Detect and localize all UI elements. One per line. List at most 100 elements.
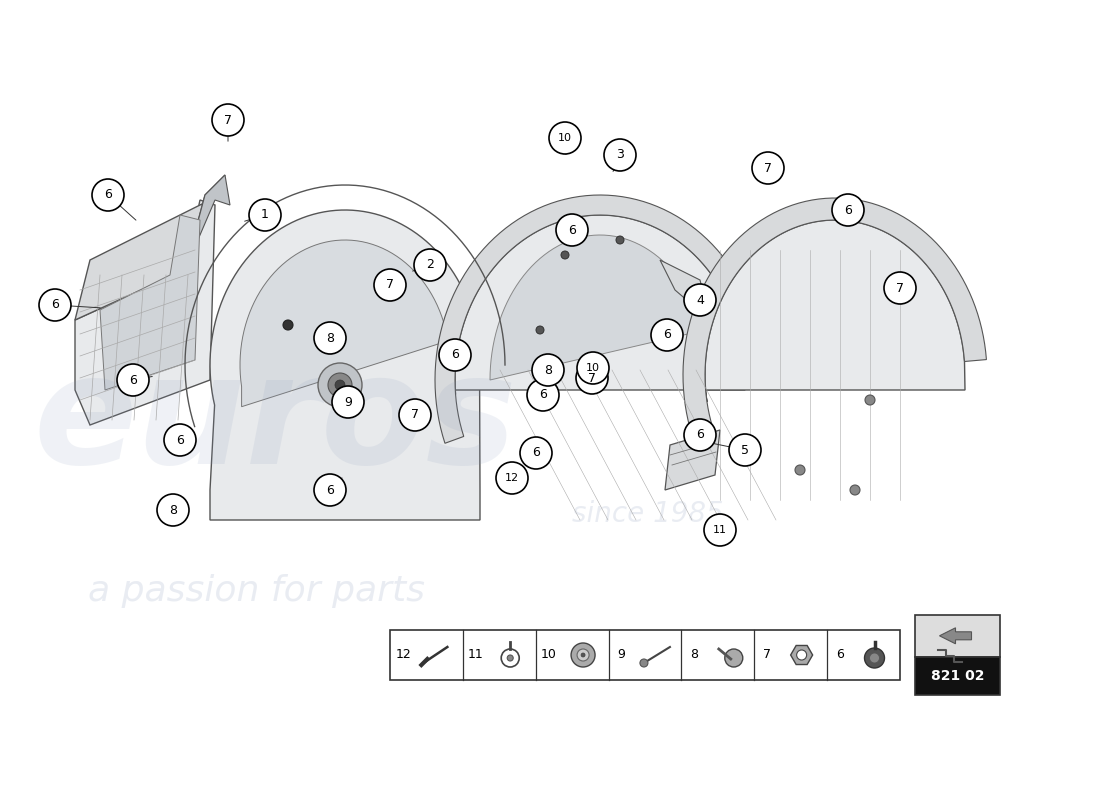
Text: 6: 6 bbox=[663, 329, 671, 342]
Text: 7: 7 bbox=[224, 114, 232, 126]
Text: 8: 8 bbox=[169, 503, 177, 517]
Text: 6: 6 bbox=[451, 349, 459, 362]
Text: 1: 1 bbox=[261, 209, 268, 222]
Text: 7: 7 bbox=[763, 649, 771, 662]
Text: 6: 6 bbox=[844, 203, 851, 217]
Circle shape bbox=[865, 395, 874, 405]
Polygon shape bbox=[210, 210, 480, 520]
Polygon shape bbox=[791, 646, 813, 665]
Circle shape bbox=[576, 362, 608, 394]
Text: 7: 7 bbox=[896, 282, 904, 294]
Polygon shape bbox=[75, 175, 226, 320]
Text: 8: 8 bbox=[326, 331, 334, 345]
Text: 12: 12 bbox=[505, 473, 519, 483]
Circle shape bbox=[507, 655, 514, 661]
Circle shape bbox=[616, 236, 624, 244]
Bar bbox=[915, 615, 1000, 657]
Text: 6: 6 bbox=[836, 649, 844, 662]
Circle shape bbox=[752, 152, 784, 184]
Circle shape bbox=[502, 649, 519, 667]
Text: 10: 10 bbox=[558, 133, 572, 143]
Polygon shape bbox=[683, 198, 987, 450]
Circle shape bbox=[332, 386, 364, 418]
Circle shape bbox=[884, 272, 916, 304]
Polygon shape bbox=[660, 260, 710, 320]
Circle shape bbox=[314, 474, 346, 506]
Circle shape bbox=[283, 320, 293, 330]
Circle shape bbox=[249, 199, 280, 231]
Text: 6: 6 bbox=[568, 223, 576, 237]
Circle shape bbox=[164, 424, 196, 456]
Circle shape bbox=[832, 194, 864, 226]
Circle shape bbox=[684, 284, 716, 316]
Circle shape bbox=[865, 648, 884, 668]
Text: 7: 7 bbox=[764, 162, 772, 174]
Polygon shape bbox=[490, 235, 703, 380]
Circle shape bbox=[336, 380, 345, 390]
Text: 11: 11 bbox=[469, 649, 484, 662]
Text: 6: 6 bbox=[539, 389, 547, 402]
Circle shape bbox=[328, 373, 352, 397]
Text: 3: 3 bbox=[616, 149, 624, 162]
Circle shape bbox=[578, 649, 590, 661]
Bar bbox=[915, 657, 1000, 695]
Polygon shape bbox=[434, 195, 764, 443]
Circle shape bbox=[439, 339, 471, 371]
Polygon shape bbox=[666, 430, 720, 490]
Circle shape bbox=[604, 139, 636, 171]
Polygon shape bbox=[75, 200, 214, 425]
Text: 6: 6 bbox=[532, 446, 540, 459]
Text: 2: 2 bbox=[426, 258, 433, 271]
Circle shape bbox=[92, 179, 124, 211]
Text: 7: 7 bbox=[588, 371, 596, 385]
Circle shape bbox=[536, 326, 544, 334]
Text: a passion for parts: a passion for parts bbox=[88, 574, 425, 608]
Text: euros: euros bbox=[33, 347, 517, 496]
Circle shape bbox=[212, 104, 244, 136]
Polygon shape bbox=[705, 220, 965, 402]
Text: 6: 6 bbox=[176, 434, 184, 446]
Text: 12: 12 bbox=[395, 649, 411, 662]
Circle shape bbox=[374, 269, 406, 301]
Text: 821 02: 821 02 bbox=[931, 669, 985, 682]
Circle shape bbox=[549, 122, 581, 154]
Text: 8: 8 bbox=[544, 363, 552, 377]
Circle shape bbox=[725, 649, 742, 667]
Polygon shape bbox=[939, 628, 971, 644]
Text: 10: 10 bbox=[541, 649, 557, 662]
Text: 7: 7 bbox=[411, 409, 419, 422]
Circle shape bbox=[399, 399, 431, 431]
Text: since 1985: since 1985 bbox=[572, 500, 724, 528]
Circle shape bbox=[117, 364, 148, 396]
Circle shape bbox=[496, 462, 528, 494]
Circle shape bbox=[729, 434, 761, 466]
Circle shape bbox=[414, 249, 446, 281]
Text: 6: 6 bbox=[696, 429, 704, 442]
Circle shape bbox=[869, 653, 880, 663]
Circle shape bbox=[704, 514, 736, 546]
Circle shape bbox=[527, 379, 559, 411]
Circle shape bbox=[532, 354, 564, 386]
Circle shape bbox=[850, 485, 860, 495]
Text: 11: 11 bbox=[713, 525, 727, 535]
Circle shape bbox=[796, 650, 806, 660]
Circle shape bbox=[39, 289, 72, 321]
Polygon shape bbox=[100, 215, 200, 390]
Bar bbox=[390, 630, 900, 680]
Text: 9: 9 bbox=[618, 649, 626, 662]
Circle shape bbox=[561, 251, 569, 259]
Text: 7: 7 bbox=[386, 278, 394, 291]
Text: 10: 10 bbox=[586, 363, 600, 373]
Circle shape bbox=[581, 653, 585, 657]
Circle shape bbox=[318, 363, 362, 407]
Circle shape bbox=[157, 494, 189, 526]
Text: 8: 8 bbox=[691, 649, 698, 662]
Circle shape bbox=[651, 319, 683, 351]
Polygon shape bbox=[185, 175, 230, 270]
Text: 6: 6 bbox=[51, 298, 59, 311]
Text: 9: 9 bbox=[344, 395, 352, 409]
Circle shape bbox=[314, 322, 346, 354]
Circle shape bbox=[520, 437, 552, 469]
Text: 6: 6 bbox=[129, 374, 136, 386]
Text: 5: 5 bbox=[741, 443, 749, 457]
